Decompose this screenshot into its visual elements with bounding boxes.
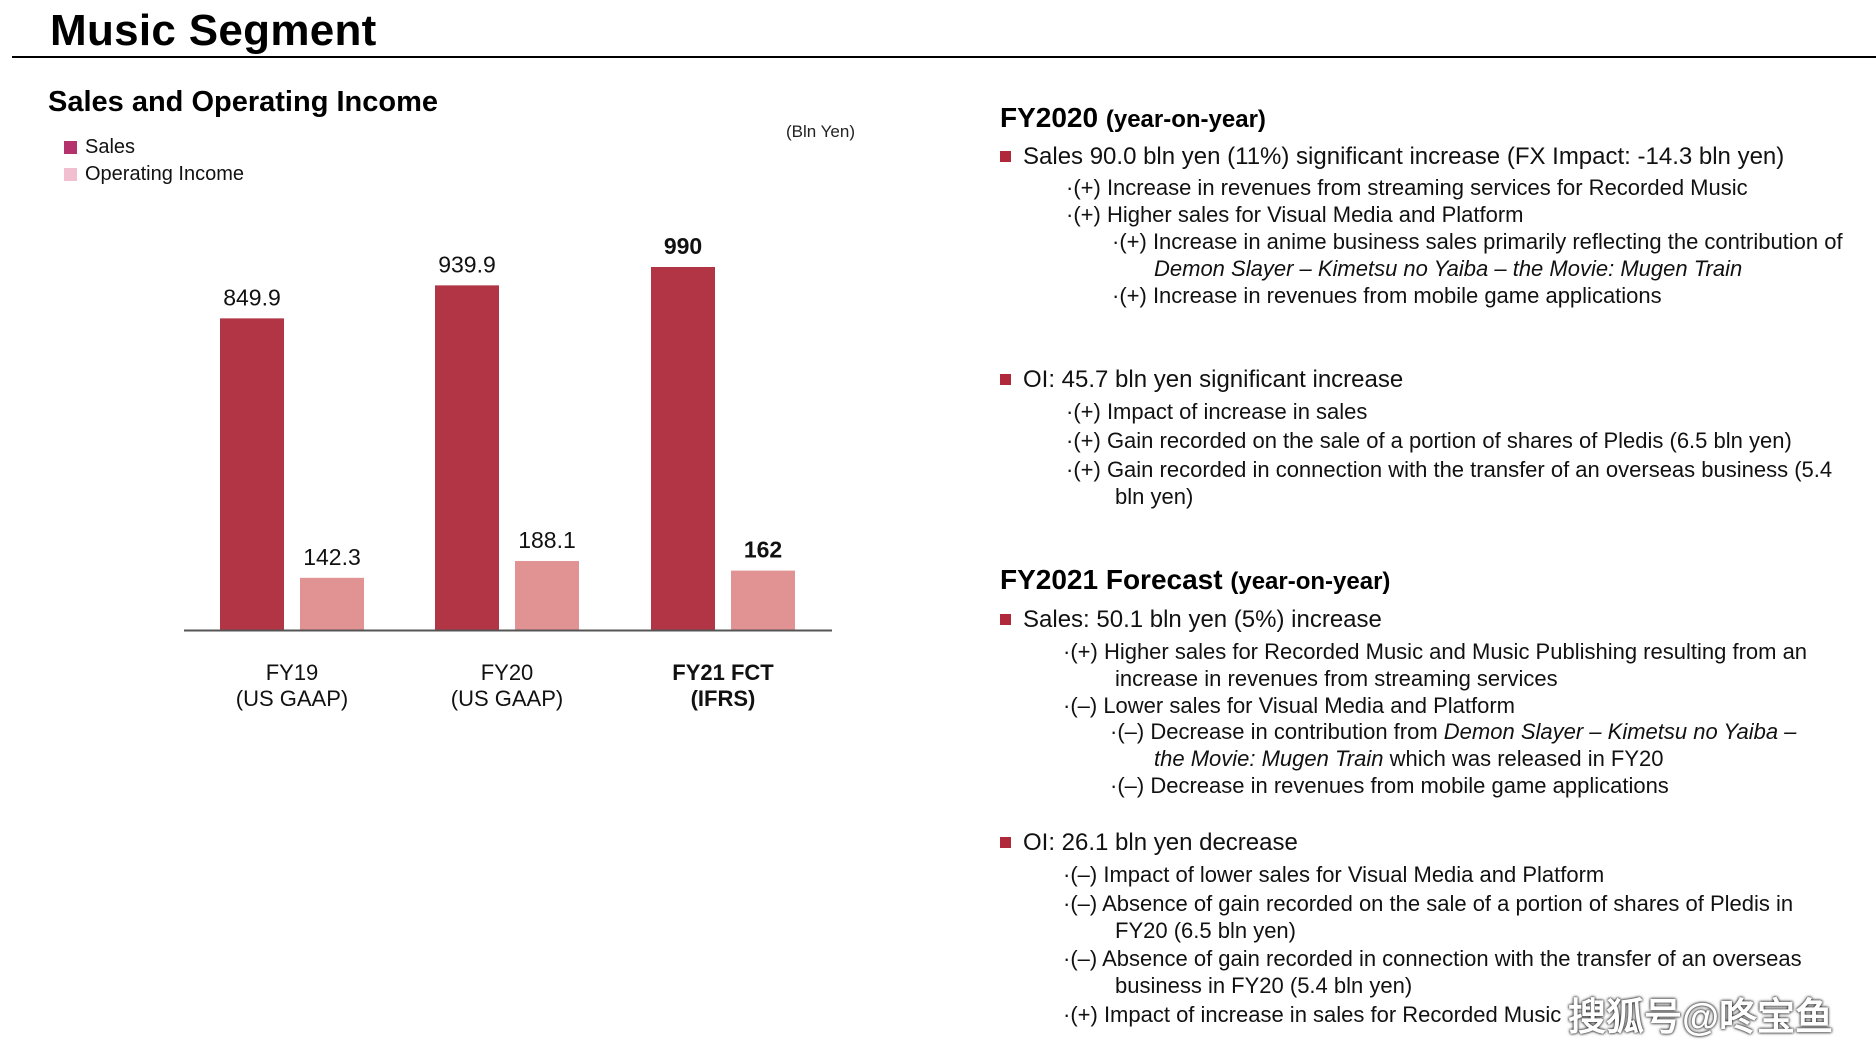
operating-income-bar bbox=[300, 577, 364, 630]
fy2021-sales-line: increase in revenues from streaming serv… bbox=[1115, 666, 1558, 691]
fy2020-sales-line: ·(+) Increase in anime business sales pr… bbox=[1112, 229, 1843, 254]
fy2021-oi-line: business in FY20 (5.4 bln yen) bbox=[1115, 973, 1413, 998]
legend-item-oi: Operating Income bbox=[64, 161, 244, 188]
fy2021-oi-line: ·(–) Absence of gain recorded on the sal… bbox=[1063, 891, 1794, 916]
fy2021-oi-bullet: OI: 26.1 bln yen decrease bbox=[1000, 829, 1298, 857]
fy2021-oi-text: OI: 26.1 bln yen decrease bbox=[1023, 829, 1298, 856]
x-tick-label: (US GAAP) bbox=[451, 686, 563, 711]
fy2021-oi-line: FY20 (6.5 bln yen) bbox=[1115, 918, 1296, 943]
fy2021-sales-line: ·(–) Decrease in contribution from Demon… bbox=[1110, 719, 1796, 745]
chart-legend: Sales Operating Income bbox=[64, 134, 244, 188]
fy2021-sales-text-part: which was released in FY20 bbox=[1383, 746, 1664, 771]
legend-label-sales: Sales bbox=[85, 136, 136, 158]
sales-bar bbox=[435, 285, 499, 630]
x-tick-label: FY21 FCT bbox=[672, 660, 774, 685]
x-tick-label: FY20 bbox=[481, 660, 534, 685]
fy2021-oi-line: ·(–) Absence of gain recorded in connect… bbox=[1063, 946, 1802, 971]
sales-data-label: 990 bbox=[664, 233, 702, 259]
fy2021-sales-line: ·(+) Higher sales for Recorded Music and… bbox=[1063, 639, 1808, 664]
fy2020-oi-line: ·(+) Gain recorded on the sale of a port… bbox=[1066, 428, 1792, 453]
oi-data-label: 162 bbox=[744, 537, 782, 563]
fy2021-sales-text: Sales: 50.1 bln yen (5%) increase bbox=[1023, 606, 1382, 633]
fy2021-subtitle: (year-on-year) bbox=[1230, 568, 1391, 595]
x-tick-label: (IFRS) bbox=[691, 686, 756, 711]
title-rule bbox=[12, 56, 1876, 58]
bullet-square-icon bbox=[1000, 837, 1011, 848]
sales-data-label: 939.9 bbox=[438, 251, 496, 277]
fy2021-sales-italic-part: the Movie: Mugen Train bbox=[1154, 746, 1384, 771]
fy2020-sales-bullet: Sales 90.0 bln yen (11%) significant inc… bbox=[1000, 143, 1784, 171]
fy2020-oi-bullet: OI: 45.7 bln yen significant increase bbox=[1000, 366, 1403, 394]
chart-title: Sales and Operating Income bbox=[48, 86, 438, 118]
fy2020-title: FY2020 bbox=[1000, 102, 1099, 133]
fy2020-sales-text: Sales 90.0 bln yen (11%) significant inc… bbox=[1023, 143, 1785, 170]
legend-item-sales: Sales bbox=[64, 134, 244, 161]
page-title: Music Segment bbox=[50, 6, 377, 55]
fy2021-oi-line: ·(+) Impact of increase in sales for Rec… bbox=[1063, 1002, 1562, 1027]
watermark: 搜狐号@咚宝鱼 bbox=[1568, 997, 1834, 1039]
fy2021-sales-line: ·(–) Lower sales for Visual Media and Pl… bbox=[1063, 693, 1516, 718]
fy2021-sales-text-part: ·(–) Decrease in contribution from bbox=[1110, 719, 1444, 744]
bullet-square-icon bbox=[1000, 614, 1011, 625]
fy2020-oi-line: ·(+) Gain recorded in connection with th… bbox=[1066, 457, 1833, 482]
unit-label: (Bln Yen) bbox=[786, 122, 855, 141]
fy2020-oi-line: ·(+) Impact of increase in sales bbox=[1066, 399, 1368, 424]
fy2020-sales-line: Demon Slayer – Kimetsu no Yaiba – the Mo… bbox=[1154, 256, 1743, 281]
fy2021-title: FY2021 Forecast bbox=[1000, 564, 1223, 595]
sales-data-label: 849.9 bbox=[223, 284, 281, 310]
fy2020-heading: FY2020 (year-on-year) bbox=[1000, 102, 1266, 134]
x-tick-label: FY19 bbox=[266, 660, 319, 685]
legend-label-oi: Operating Income bbox=[85, 163, 244, 185]
legend-swatch-sales bbox=[64, 141, 77, 154]
fy2021-sales-bullet: Sales: 50.1 bln yen (5%) increase bbox=[1000, 606, 1382, 634]
operating-income-bar bbox=[731, 570, 795, 630]
bullet-square-icon bbox=[1000, 151, 1011, 162]
fy2020-oi-line: bln yen) bbox=[1115, 484, 1194, 509]
sales-bar bbox=[220, 318, 284, 630]
fy2020-subtitle: (year-on-year) bbox=[1105, 106, 1266, 133]
legend-swatch-oi bbox=[64, 168, 77, 181]
fy2021-sales-italic-part: Demon Slayer – Kimetsu no Yaiba – bbox=[1443, 719, 1797, 744]
oi-data-label: 142.3 bbox=[303, 544, 361, 570]
fy2021-sales-line: ·(–) Decrease in revenues from mobile ga… bbox=[1110, 773, 1669, 798]
fy2020-oi-text: OI: 45.7 bln yen significant increase bbox=[1023, 366, 1404, 393]
fy2020-sales-line: ·(+) Increase in revenues from mobile ga… bbox=[1112, 283, 1662, 308]
fy2021-heading: FY2021 Forecast (year-on-year) bbox=[1000, 564, 1390, 596]
x-tick-label: (US GAAP) bbox=[236, 686, 348, 711]
oi-data-label: 188.1 bbox=[518, 527, 576, 553]
fy2021-oi-line: ·(–) Impact of lower sales for Visual Me… bbox=[1063, 862, 1605, 887]
bullet-square-icon bbox=[1000, 374, 1011, 385]
fy2021-sales-line: the Movie: Mugen Train which was release… bbox=[1154, 746, 1664, 772]
operating-income-bar bbox=[515, 561, 579, 630]
sales-bar bbox=[651, 267, 715, 630]
fy2020-sales-line: ·(+) Increase in revenues from streaming… bbox=[1066, 175, 1748, 200]
fy2020-sales-line: ·(+) Higher sales for Visual Media and P… bbox=[1066, 202, 1524, 227]
